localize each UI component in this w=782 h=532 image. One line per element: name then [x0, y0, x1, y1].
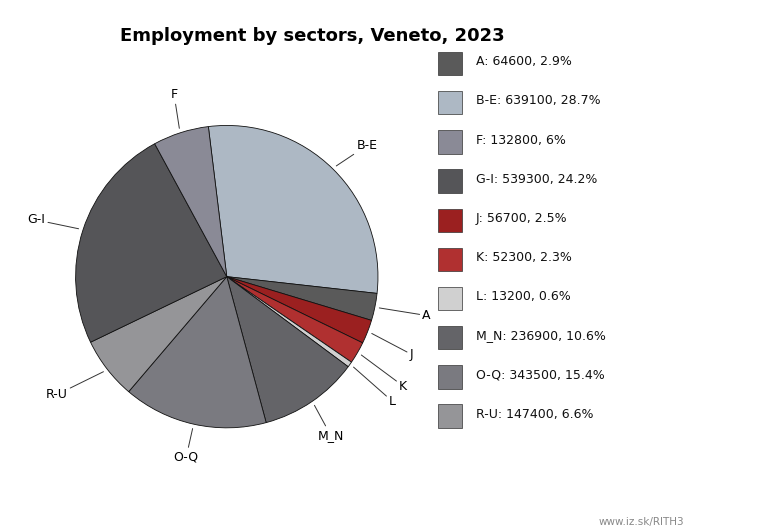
FancyBboxPatch shape — [438, 91, 462, 114]
Text: www.iz.sk/RITH3: www.iz.sk/RITH3 — [598, 517, 684, 527]
FancyBboxPatch shape — [438, 326, 462, 350]
Text: G-I: G-I — [27, 213, 79, 229]
FancyBboxPatch shape — [438, 248, 462, 271]
Text: J: 56700, 2.5%: J: 56700, 2.5% — [475, 212, 568, 225]
Text: O-Q: 343500, 15.4%: O-Q: 343500, 15.4% — [475, 369, 604, 381]
FancyBboxPatch shape — [438, 287, 462, 310]
FancyBboxPatch shape — [438, 365, 462, 388]
Text: L: 13200, 0.6%: L: 13200, 0.6% — [475, 290, 571, 303]
Text: R-U: R-U — [45, 372, 103, 401]
Text: M_N: M_N — [314, 405, 344, 442]
Wedge shape — [227, 277, 377, 320]
Text: A: 64600, 2.9%: A: 64600, 2.9% — [475, 55, 572, 68]
Text: O-Q: O-Q — [174, 429, 199, 463]
FancyBboxPatch shape — [438, 209, 462, 232]
FancyBboxPatch shape — [438, 130, 462, 154]
Text: A: A — [379, 308, 431, 322]
FancyBboxPatch shape — [438, 404, 462, 428]
Text: F: F — [170, 88, 179, 128]
Text: K: K — [361, 355, 407, 393]
Text: L: L — [353, 367, 396, 408]
FancyBboxPatch shape — [438, 52, 462, 76]
Text: K: 52300, 2.3%: K: 52300, 2.3% — [475, 251, 572, 264]
Text: Employment by sectors, Veneto, 2023: Employment by sectors, Veneto, 2023 — [120, 27, 505, 45]
Text: F: 132800, 6%: F: 132800, 6% — [475, 134, 565, 146]
FancyBboxPatch shape — [438, 169, 462, 193]
Wedge shape — [227, 277, 371, 343]
Text: M_N: 236900, 10.6%: M_N: 236900, 10.6% — [475, 329, 605, 342]
Text: B-E: 639100, 28.7%: B-E: 639100, 28.7% — [475, 94, 601, 107]
Text: G-I: 539300, 24.2%: G-I: 539300, 24.2% — [475, 173, 597, 186]
Wedge shape — [208, 126, 378, 294]
Text: B-E: B-E — [336, 139, 378, 166]
Wedge shape — [91, 277, 227, 392]
Wedge shape — [76, 144, 227, 342]
Text: J: J — [371, 334, 414, 361]
Wedge shape — [129, 277, 266, 428]
Text: R-U: 147400, 6.6%: R-U: 147400, 6.6% — [475, 408, 594, 421]
Wedge shape — [227, 277, 348, 422]
Wedge shape — [227, 277, 363, 362]
Wedge shape — [227, 277, 351, 367]
Wedge shape — [155, 127, 227, 277]
